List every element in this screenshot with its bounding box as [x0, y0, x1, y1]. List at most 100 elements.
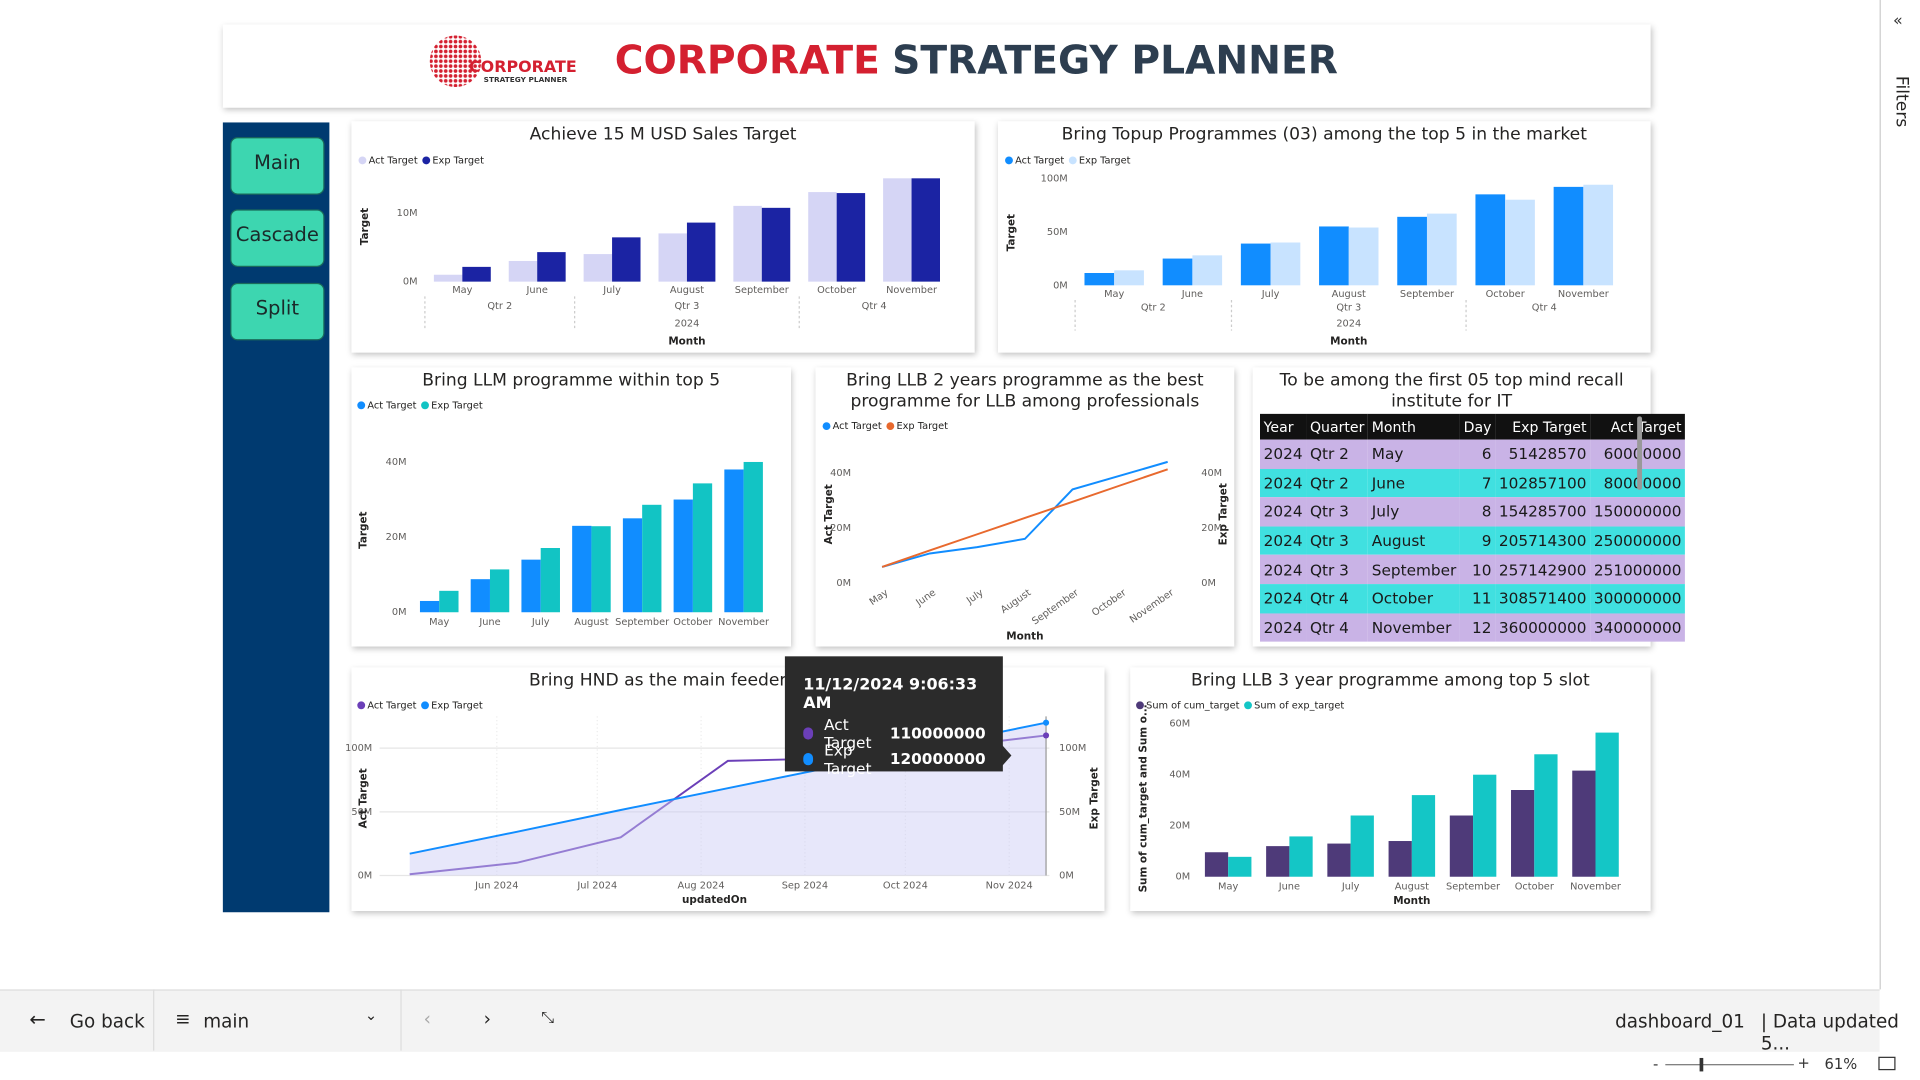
table-cell: May	[1371, 444, 1404, 464]
focus-icon[interactable]: ⤡	[541, 1008, 554, 1028]
bar	[1319, 226, 1349, 286]
collapse-icon[interactable]: «	[1893, 12, 1903, 31]
header: CORPORATE STRATEGY PLANNER CORPORATE STRA…	[222, 24, 1651, 108]
x-tick-label: September	[735, 285, 790, 296]
nav-button[interactable]: Main	[230, 137, 325, 195]
bar	[1266, 846, 1290, 877]
data-table: Year Quarter Month Day Exp Target Act Target 2…	[1260, 413, 1686, 642]
y-tick-label: 100M	[345, 743, 372, 754]
tooltip-name: Exp Target	[824, 740, 872, 777]
zoom-slider[interactable]	[1665, 1064, 1794, 1066]
x-tick-label: October	[673, 617, 713, 628]
fit-page[interactable]	[1878, 1056, 1896, 1071]
logo-subtext: STRATEGY PLANNER	[483, 75, 568, 85]
zoom-out[interactable]: -	[1653, 1055, 1659, 1073]
report-name: dashboard_01	[1615, 1010, 1745, 1033]
table-cell: 2024	[1263, 444, 1303, 464]
column-header: Quarter	[1306, 413, 1369, 440]
bar	[583, 254, 613, 282]
tooltip-value: 110000000	[889, 723, 986, 743]
nav-button[interactable]: Cascade	[230, 209, 325, 267]
bar	[1270, 242, 1301, 286]
table-cell: Qtr 4	[1309, 589, 1349, 608]
legend-marker	[822, 422, 831, 431]
tooltip-pointer	[1001, 744, 1012, 767]
table-cell: July	[1371, 502, 1400, 522]
legend-label: Sum of exp_target	[1254, 700, 1344, 711]
x-tick-label: June	[913, 587, 938, 609]
dropdown-chevron[interactable]: ⌄	[364, 1006, 378, 1024]
table-cell: 2024	[1263, 560, 1303, 579]
bar	[883, 178, 912, 282]
table-cell: 251000000	[1593, 560, 1682, 579]
filters-pane[interactable]: Filters	[1891, 75, 1912, 128]
table-cell: 308571400	[1498, 589, 1587, 608]
legend-label: Exp Target	[431, 700, 483, 711]
nav-button[interactable]: Split	[230, 282, 325, 341]
legend-label: Act Target	[1015, 155, 1064, 166]
title-rest: STRATEGY PLANNER	[892, 36, 1338, 84]
back-arrow[interactable]: ←	[29, 1007, 46, 1032]
y-tick-label: 20M	[386, 532, 407, 543]
page-selector[interactable]: main	[203, 1010, 250, 1033]
x-tick-label: November	[718, 617, 770, 628]
chart-title: Bring LLB 3 year programme among top 5 s…	[1191, 671, 1590, 691]
x-tick-label: July	[1261, 289, 1280, 300]
x-axis-label: Month	[1006, 631, 1043, 643]
bar	[489, 569, 510, 613]
legend-label: Act Target	[367, 700, 416, 711]
x-tick-label: August	[1332, 289, 1366, 300]
line	[881, 468, 1168, 568]
pane-divider	[1879, 0, 1881, 990]
bar	[1114, 270, 1144, 286]
x-tick-label: May	[429, 617, 449, 628]
line	[881, 460, 1168, 568]
y2-tick-label: 20M	[1201, 523, 1222, 534]
bar	[537, 252, 566, 282]
tooltip-name: Act Target	[824, 714, 872, 752]
hover-point	[1042, 732, 1050, 739]
bar	[836, 193, 866, 282]
table-row: 2024 Qtr 3 July 8 154285700 150000000	[1260, 497, 1686, 527]
column-header: Exp Target	[1495, 413, 1591, 440]
bar	[1511, 790, 1535, 877]
bar	[540, 548, 560, 613]
next-page[interactable]: ›	[483, 1007, 492, 1030]
legend-marker	[421, 701, 429, 710]
zoom-level: 61%	[1824, 1055, 1858, 1073]
y2-tick-label: 0M	[1059, 871, 1074, 882]
zoom-in[interactable]: +	[1797, 1054, 1810, 1072]
bar	[1534, 754, 1558, 877]
table-row: 2024 Qtr 2 June 7 102857100 80000000	[1260, 468, 1686, 498]
x-tick-label: September	[1400, 289, 1455, 300]
chart-title: Bring Topup Programmes (03) among the to…	[1061, 124, 1587, 145]
table-cell: 8	[1481, 502, 1492, 522]
bar	[508, 260, 538, 282]
table-cell: 2024	[1263, 618, 1303, 637]
legend-marker	[421, 401, 429, 410]
legend-label: Act Target	[367, 400, 416, 411]
prev-page[interactable]: ‹	[423, 1007, 432, 1030]
zoom-thumb[interactable]	[1699, 1057, 1704, 1072]
chart-title: Achieve 15 M USD Sales Target	[529, 124, 797, 145]
bar	[1572, 770, 1596, 877]
table-cell: 2024	[1263, 531, 1303, 550]
table-row: 2024 Qtr 3 September 10 257142900 251000000	[1260, 555, 1686, 585]
x-tick-label: June	[1181, 289, 1203, 300]
x-axis-label: Month	[1330, 336, 1367, 348]
back-button[interactable]: Go back	[69, 1010, 145, 1033]
legend-marker	[886, 422, 895, 431]
y-axis-label: Act Target	[823, 484, 835, 544]
separator	[400, 989, 402, 1051]
bar	[462, 266, 491, 282]
x-tick-label: August	[574, 617, 608, 628]
bar	[622, 518, 643, 613]
bar	[1204, 852, 1229, 877]
table-cell: 2024	[1263, 473, 1303, 493]
legend-label: Exp Target	[432, 155, 484, 166]
tooltip-title: 11/12/2024 9:06:33 AM	[803, 675, 978, 713]
x-tick-label: November	[886, 285, 938, 296]
x-tick-label: Jul 2024	[576, 880, 617, 891]
table-cell: 60000000	[1603, 444, 1682, 464]
